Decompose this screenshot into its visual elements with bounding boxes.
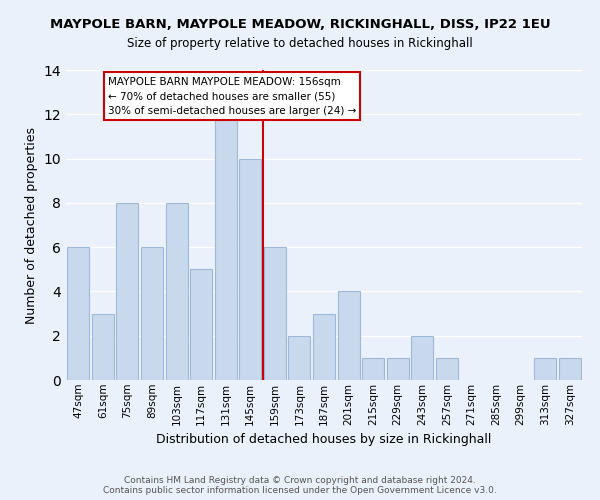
Bar [190, 270, 212, 380]
Bar [215, 114, 237, 380]
Bar [141, 247, 163, 380]
Bar [92, 314, 114, 380]
Bar [411, 336, 433, 380]
Bar [362, 358, 384, 380]
Y-axis label: Number of detached properties: Number of detached properties [25, 126, 38, 324]
Bar [386, 358, 409, 380]
X-axis label: Distribution of detached houses by size in Rickinghall: Distribution of detached houses by size … [157, 433, 491, 446]
Bar [313, 314, 335, 380]
Bar [436, 358, 458, 380]
Text: Contains HM Land Registry data © Crown copyright and database right 2024.
Contai: Contains HM Land Registry data © Crown c… [103, 476, 497, 495]
Text: Size of property relative to detached houses in Rickinghall: Size of property relative to detached ho… [127, 38, 473, 51]
Text: MAYPOLE BARN MAYPOLE MEADOW: 156sqm
← 70% of detached houses are smaller (55)
30: MAYPOLE BARN MAYPOLE MEADOW: 156sqm ← 70… [108, 76, 356, 116]
Bar [67, 247, 89, 380]
Bar [264, 247, 286, 380]
Bar [289, 336, 310, 380]
Bar [338, 292, 359, 380]
Bar [559, 358, 581, 380]
Bar [116, 203, 139, 380]
Bar [239, 158, 262, 380]
Bar [166, 203, 188, 380]
Text: MAYPOLE BARN, MAYPOLE MEADOW, RICKINGHALL, DISS, IP22 1EU: MAYPOLE BARN, MAYPOLE MEADOW, RICKINGHAL… [50, 18, 550, 30]
Bar [534, 358, 556, 380]
